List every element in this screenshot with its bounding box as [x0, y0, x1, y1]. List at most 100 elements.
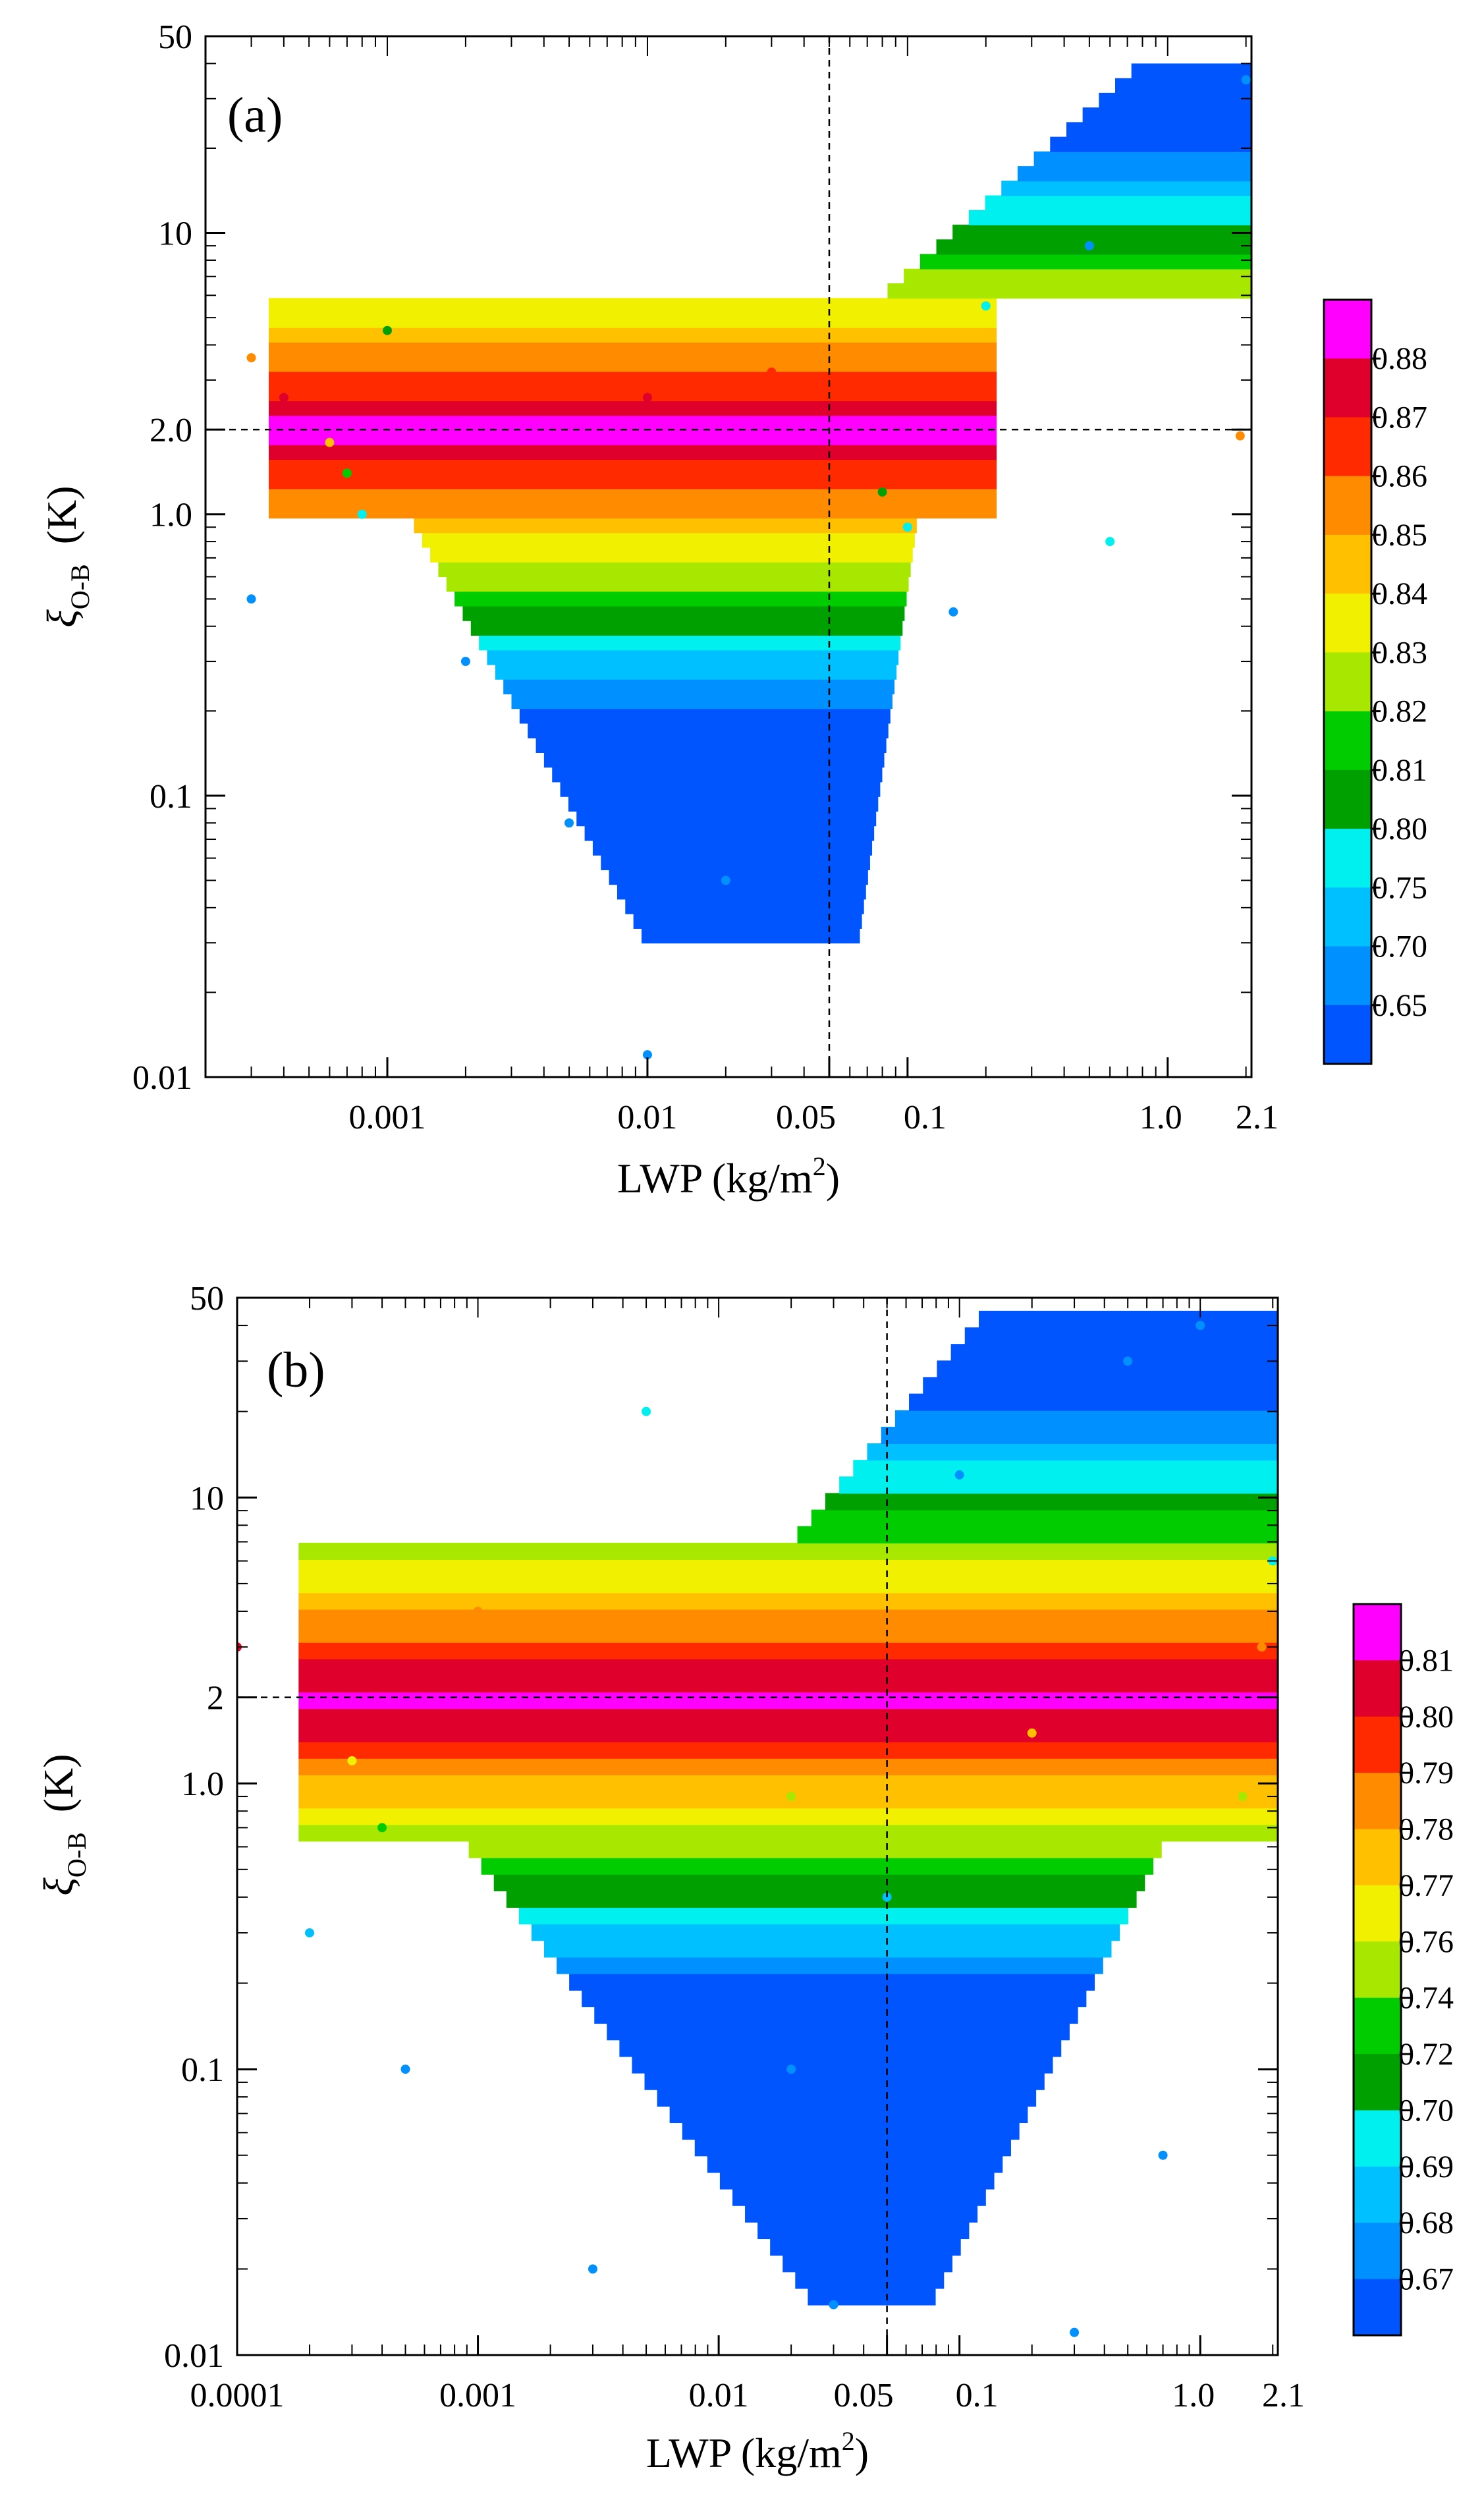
- scatter-point: [304, 419, 314, 429]
- density-band: [543, 1940, 1112, 1958]
- panel-a-y-ticks: 0.01 0.1 1.0 2.0 10 50: [132, 18, 1251, 1097]
- density-band: [584, 825, 875, 841]
- scatter-point: [1257, 1642, 1267, 1652]
- colorbar-segment: [1354, 1997, 1401, 2055]
- density-band: [268, 342, 997, 358]
- panel-b-y-axis-label: ξO-B(K): [35, 1754, 92, 1895]
- density-band: [298, 1642, 1278, 1659]
- colorbar-frame: [1323, 298, 1373, 1065]
- colorbar-label: 0.68: [1398, 2206, 1454, 2240]
- x-tick-label: 0.1: [956, 2377, 999, 2414]
- panel-b-plot-frame: [236, 1296, 1279, 2356]
- x-tick-label: 2.1: [1236, 1099, 1278, 1136]
- scatter-point: [642, 393, 652, 402]
- x-tick-label: 0.01: [689, 2377, 749, 2414]
- density-band: [909, 1393, 1278, 1411]
- density-band: [923, 1377, 1278, 1395]
- density-band: [576, 810, 877, 827]
- panel-b-x-axis-label: LWP (kg/m2): [646, 2426, 869, 2476]
- colorbar-segment: [1354, 2110, 1401, 2167]
- scatter-point: [383, 325, 393, 335]
- colorbar-segment: [1354, 1885, 1401, 1942]
- scatter-point: [1084, 241, 1094, 251]
- scatter-point: [642, 1406, 651, 1416]
- colorbar-segment: [1324, 946, 1371, 1006]
- density-band: [707, 2155, 1003, 2173]
- colorbar-label: 0.88: [1372, 341, 1427, 376]
- density-band: [268, 312, 997, 328]
- density-band: [414, 518, 917, 534]
- scatter-point: [786, 1792, 796, 1802]
- colorbar-segment: [1324, 829, 1371, 888]
- density-band: [669, 2105, 1028, 2123]
- scatter-point: [325, 437, 335, 447]
- panel-a-reference-lines: [206, 36, 1251, 1077]
- scatter-point: [473, 1606, 483, 1616]
- density-band: [770, 2238, 961, 2256]
- density-band: [1131, 63, 1251, 79]
- density-band: [592, 840, 873, 856]
- density-band: [881, 1426, 1278, 1445]
- density-band: [950, 1344, 1278, 1362]
- density-band: [557, 1957, 1103, 1974]
- panel-b-colorbar: 0.81 0.80 0.79 0.78 0.77 0.76 0.74 0.72 0.70 0.69…: [1352, 1603, 1454, 2337]
- colorbar-segment: [1324, 769, 1371, 829]
- density-band: [1082, 107, 1251, 123]
- colorbar-label: 0.67: [1398, 2262, 1454, 2297]
- colorbar-segment: [1324, 1005, 1371, 1065]
- colorbar-segment: [1354, 1773, 1401, 1830]
- panel-b-scatter-points: [237, 1321, 1278, 2337]
- scatter-point: [786, 2065, 796, 2074]
- density-band: [481, 1857, 1154, 1875]
- density-band: [894, 1410, 1278, 1428]
- colorbar-segment: [1324, 476, 1371, 536]
- density-band: [298, 1576, 1278, 1594]
- colorbar-segment: [1354, 1829, 1401, 1886]
- density-band: [519, 708, 891, 724]
- density-band: [1050, 136, 1251, 152]
- scatter-point: [377, 1823, 387, 1833]
- panel-a: 0.001 0.01 0.05 0.1 1.0 2.1 0.01 0.1 1.0 2.0 10 50…: [38, 18, 1427, 1202]
- colorbar-segment: [1354, 2223, 1401, 2280]
- density-band: [609, 869, 868, 885]
- scatter-point: [829, 2300, 838, 2310]
- density-band: [617, 884, 866, 900]
- density-band: [298, 1609, 1278, 1626]
- density-band: [446, 576, 909, 592]
- density-band: [607, 2023, 1070, 2041]
- density-band: [268, 503, 997, 519]
- panel-b-y-ticks: 0.01 0.1 1.0 2 10 50: [164, 1280, 1278, 2375]
- panel-a-y-axis-label: ξO-B(K): [38, 486, 95, 627]
- scatter-point: [347, 1756, 357, 1765]
- density-band: [1114, 78, 1251, 94]
- scatter-point: [1158, 2150, 1168, 2160]
- density-band: [487, 650, 899, 665]
- density-band: [904, 268, 1251, 285]
- density-band: [783, 2255, 952, 2273]
- density-band: [536, 737, 887, 753]
- density-band: [268, 488, 997, 504]
- panel-a-label: (a): [227, 88, 283, 143]
- density-band: [268, 459, 997, 475]
- scatter-point: [642, 1050, 652, 1060]
- colorbar-label: 0.80: [1372, 812, 1427, 847]
- y-tick-label: 0.1: [181, 2051, 224, 2089]
- density-band: [633, 913, 862, 929]
- scatter-point: [981, 301, 991, 311]
- density-band: [543, 752, 885, 768]
- density-band: [268, 444, 997, 460]
- density-band: [867, 1443, 1278, 1461]
- scatter-point: [400, 2065, 410, 2074]
- density-band: [825, 1493, 1278, 1511]
- density-band: [619, 2040, 1062, 2057]
- density-band: [479, 635, 901, 651]
- colorbar-label: 0.70: [1372, 930, 1427, 964]
- density-band: [298, 1824, 1278, 1842]
- colorbar-label: 0.87: [1372, 400, 1427, 435]
- x-tick-label: 0.1: [904, 1099, 947, 1136]
- scatter-point: [246, 353, 256, 363]
- scatter-point: [767, 367, 777, 377]
- scatter-point: [460, 657, 470, 667]
- density-band: [1001, 180, 1251, 196]
- density-band: [298, 1758, 1278, 1775]
